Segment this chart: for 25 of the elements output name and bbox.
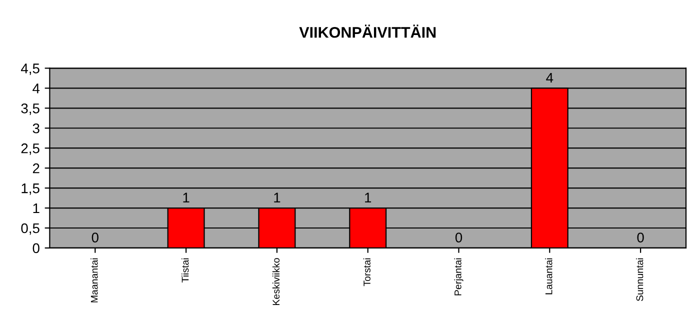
y-tick-label: 4: [32, 84, 40, 94]
y-tick-label: 4,5: [20, 64, 40, 76]
y-tick-label: 1,5: [22, 184, 40, 195]
data-label: 0: [637, 232, 644, 242]
y-tick-label: 0: [32, 243, 40, 254]
x-tick-label: Keskiviikko: [272, 258, 280, 305]
y-tick-label: 1: [33, 204, 40, 214]
x-tick-label: Perjantai: [454, 258, 464, 296]
x-tick-label: Torstai: [363, 258, 370, 286]
x-tick-label: Maanantai: [90, 258, 98, 302]
y-tick-label: 0,5: [21, 223, 40, 235]
x-tick-label: Sunnuntai: [636, 258, 644, 302]
data-label: 1: [183, 192, 190, 202]
y-tick-label: 2,5: [21, 143, 40, 155]
data-label: 0: [455, 232, 462, 242]
data-label: 0: [92, 232, 98, 242]
y-tick-label: 3: [32, 123, 40, 134]
x-tick-label: Lauantai: [545, 258, 552, 294]
data-label: 1: [365, 192, 372, 202]
y-tick-label: 3,5: [21, 103, 40, 115]
chart-title: VIIKONPÄIVITTÄIN: [299, 24, 436, 38]
data-label: 4: [546, 72, 554, 83]
data-label: 1: [274, 192, 280, 202]
y-tick-label: 2: [32, 163, 40, 174]
x-tick-label: Tiistai: [182, 258, 189, 282]
